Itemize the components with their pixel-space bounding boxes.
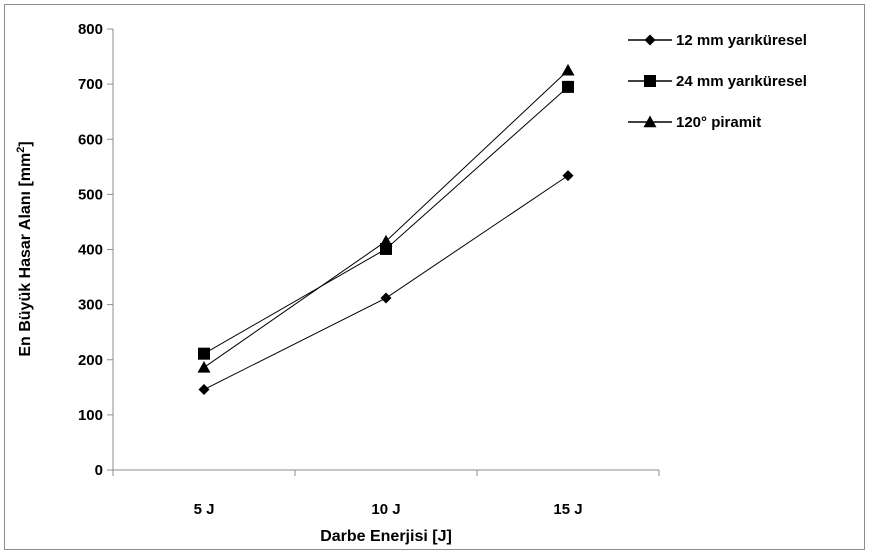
series-layer bbox=[197, 63, 575, 396]
data-point-diamond bbox=[198, 384, 210, 396]
data-point-triangle bbox=[561, 63, 575, 76]
x-tick-label: 15 J bbox=[553, 501, 582, 518]
y-tick-label: 700 bbox=[78, 76, 103, 93]
y-axis-title: En Büyük Hasar Alanı [mm2] bbox=[15, 141, 34, 356]
legend-entry: 12 mm yarıküresel bbox=[628, 32, 807, 49]
data-point-triangle bbox=[379, 234, 393, 247]
x-ticks: 5 J 10 J 15 J bbox=[112, 470, 660, 518]
y-tick-label: 400 bbox=[78, 242, 103, 259]
x-tick-label: 10 J bbox=[371, 501, 400, 518]
legend-label: 24 mm yarıküresel bbox=[676, 73, 807, 90]
chart-frame bbox=[4, 4, 865, 550]
y-axis-title-end: ] bbox=[17, 141, 34, 146]
series-line-diamond bbox=[203, 175, 569, 390]
series-line-triangle bbox=[203, 69, 569, 368]
legend: 12 mm yarıküresel 24 mm yarıküresel 120° p… bbox=[628, 32, 807, 131]
series-triangle bbox=[197, 63, 575, 373]
y-tick-label: 200 bbox=[78, 352, 103, 369]
data-point-triangle bbox=[197, 360, 211, 373]
y-ticks: 0 100 200 300 400 500 600 700 800 bbox=[78, 21, 113, 479]
legend-label: 120° piramit bbox=[676, 114, 761, 131]
data-point-diamond bbox=[380, 292, 392, 304]
data-point-square bbox=[562, 80, 574, 93]
y-tick-label: 300 bbox=[78, 297, 103, 314]
legend-marker-triangle bbox=[643, 115, 657, 128]
x-tick-label: 5 J bbox=[194, 501, 215, 518]
series-diamond bbox=[198, 170, 574, 396]
legend-marker-diamond bbox=[644, 34, 656, 46]
legend-entry: 120° piramit bbox=[628, 114, 761, 131]
x-axis-title: Darbe Enerjisi [J] bbox=[320, 528, 452, 545]
y-tick-label: 100 bbox=[78, 407, 103, 424]
y-axis-title-main: En Büyük Hasar Alanı [mm bbox=[17, 153, 34, 357]
series-square bbox=[198, 80, 574, 360]
legend-label: 12 mm yarıküresel bbox=[676, 32, 807, 49]
y-tick-label: 500 bbox=[78, 186, 103, 203]
y-tick-label: 800 bbox=[78, 21, 103, 38]
y-tick-label: 0 bbox=[95, 462, 103, 479]
y-axis-title-superscript: 2 bbox=[15, 147, 27, 153]
series-line-square bbox=[203, 86, 569, 355]
legend-entry: 24 mm yarıküresel bbox=[628, 73, 807, 90]
y-tick-label: 600 bbox=[78, 131, 103, 148]
data-point-diamond bbox=[562, 170, 574, 182]
data-point-square bbox=[198, 347, 210, 360]
legend-marker-square bbox=[644, 75, 656, 87]
